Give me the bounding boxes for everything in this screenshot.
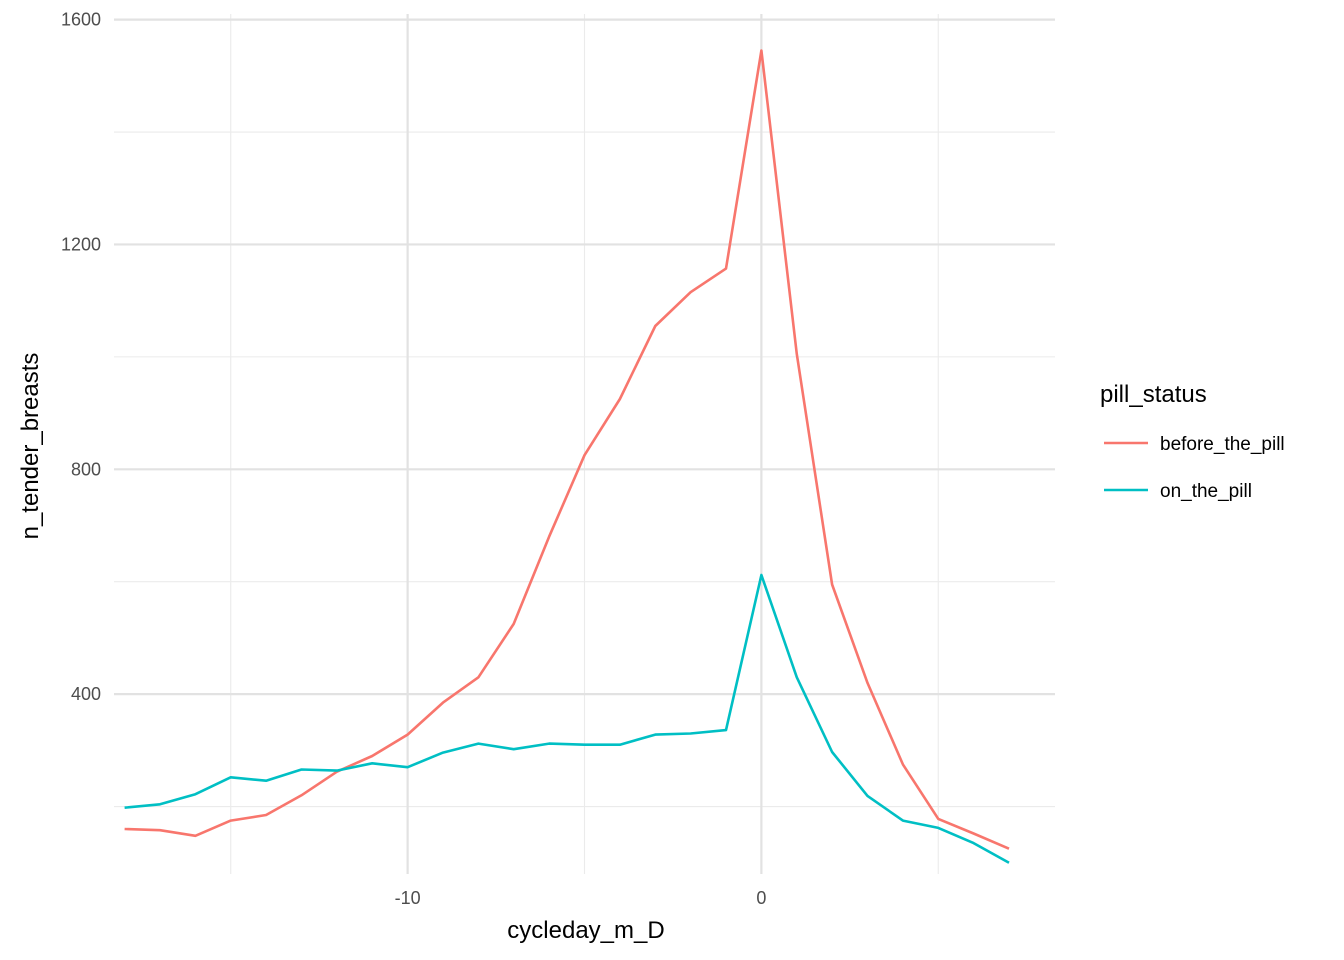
y-tick-label: 1200 [61,234,101,254]
y-axis-title: n_tender_breasts [17,353,44,540]
y-tick-label: 800 [71,459,101,479]
x-axis-tick-labels: -10 0 [395,888,767,908]
legend-title: pill_status [1100,381,1207,408]
x-tick-label: -10 [395,888,421,908]
y-tick-label: 400 [71,684,101,704]
y-tick-label: 1600 [61,10,101,30]
legend: pill_status before_the_pill on_the_pill [1100,381,1285,502]
y-axis-tick-labels: 400 800 1200 1600 [61,10,101,705]
legend-items: before_the_pill on_the_pill [1104,434,1285,502]
legend-label-before_the_pill: before_the_pill [1160,434,1285,455]
major-gridlines [114,14,1055,874]
series-line-on_the_pill [124,573,1010,864]
series-lines [124,49,1010,864]
legend-label-on_the_pill: on_the_pill [1160,481,1252,502]
series-line-before_the_pill [124,49,1010,850]
x-tick-label: 0 [756,888,766,908]
x-axis-title: cycleday_m_D [507,917,664,944]
minor-gridlines [114,14,1055,874]
